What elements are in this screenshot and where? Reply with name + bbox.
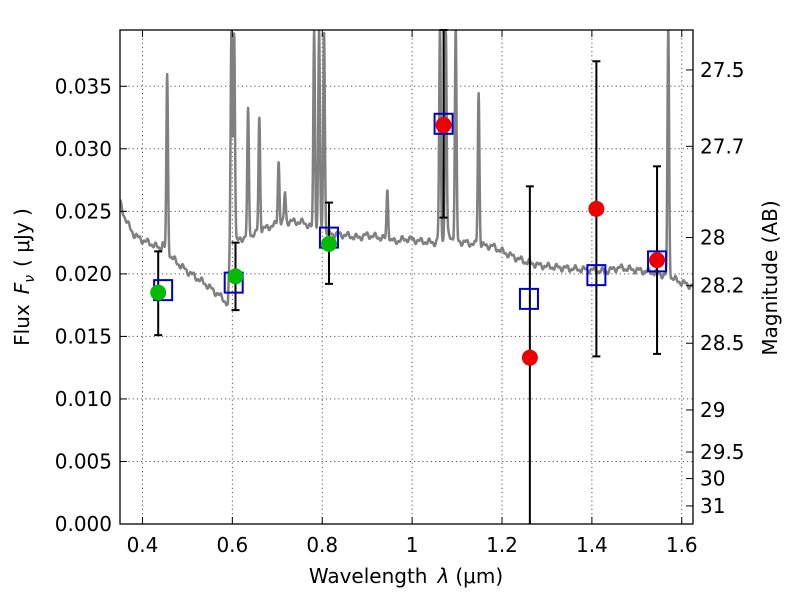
x-tick-label: 1.4 <box>576 533 608 557</box>
magnitude-tick-label: 29.5 <box>700 440 745 464</box>
magnitude-tick-label: 29 <box>700 398 725 422</box>
model-photometry-boxes <box>153 112 668 310</box>
y-tick-label: 0.015 <box>55 324 112 348</box>
x-tick-label: 1.6 <box>666 533 698 557</box>
x-tick-label: 0.6 <box>216 533 248 557</box>
magnitude-tick-label: 28 <box>700 225 725 249</box>
x-tick-label: 0.8 <box>306 533 338 557</box>
magnitude-tick-label: 27.5 <box>700 58 745 82</box>
magnitude-tick-label: 28.2 <box>700 274 745 298</box>
red-data-point <box>521 349 538 366</box>
x-tick-label: 1 <box>406 533 419 557</box>
magnitude-tick-label: 28.5 <box>700 331 745 355</box>
green-data-point <box>227 268 244 285</box>
red-data-point <box>649 252 666 269</box>
y-tick-label: 0.000 <box>55 512 112 536</box>
axis-ticks: 0.4 0.6 0.8 1 1.2 1.4 1.6 0.000 0.005 0.010 0.015 0… <box>55 30 745 557</box>
magnitude-tick-label: 27.7 <box>700 134 745 158</box>
magnitude-axis-label: Magnitude (AB) <box>758 200 782 355</box>
green-data-point <box>320 235 337 252</box>
model-box-marker <box>647 250 668 273</box>
red-data-point <box>435 117 452 134</box>
model-box-marker <box>586 264 607 287</box>
y-tick-label: 0.025 <box>55 199 112 223</box>
y-tick-label: 0.030 <box>55 137 112 161</box>
observed-points <box>150 117 666 366</box>
magnitude-tick-label: 30 <box>700 467 725 491</box>
plot-frame <box>119 29 694 525</box>
model-spectrum <box>120 30 693 307</box>
x-axis-label: Wavelength λ (μm) <box>309 564 503 588</box>
magnitude-tick-label: 31 <box>700 494 725 518</box>
y-tick-label: 0.010 <box>55 387 112 411</box>
y-tick-label: 0.005 <box>55 449 112 473</box>
x-tick-label: 0.4 <box>127 533 159 557</box>
green-data-point <box>150 284 167 301</box>
x-tick-label: 1.2 <box>486 533 518 557</box>
red-data-point <box>588 200 605 217</box>
model-box-marker <box>433 112 454 135</box>
model-box-marker <box>518 287 539 310</box>
spectrum-line <box>120 30 693 307</box>
y-axis-label: FluxFν( μJy ) <box>10 208 38 346</box>
y-tick-label: 0.035 <box>55 74 112 98</box>
y-tick-label: 0.020 <box>55 262 112 286</box>
